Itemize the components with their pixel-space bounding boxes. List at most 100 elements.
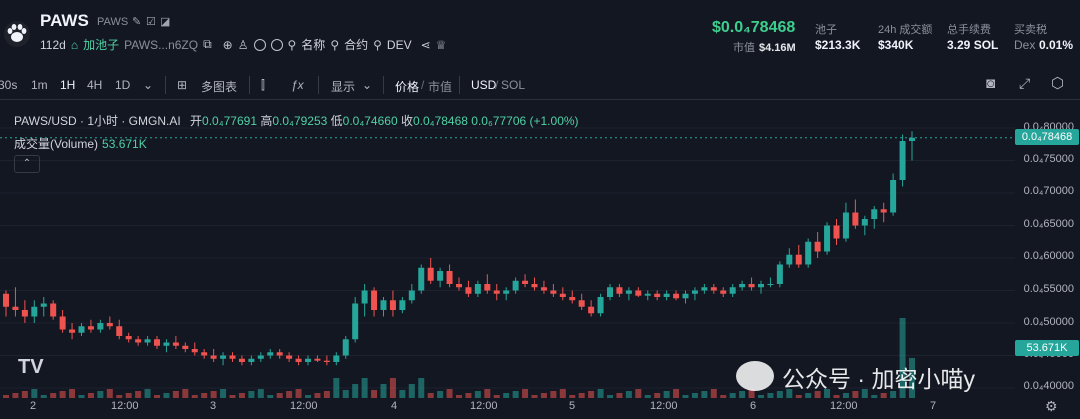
interval-1d[interactable]: 1D: [115, 78, 131, 92]
x-tick: 12:00: [830, 400, 858, 412]
list-icon[interactable]: [270, 38, 283, 51]
volume-bar: [559, 389, 566, 398]
contract-address: PAWS...n6ZQ: [124, 37, 199, 52]
volume-bar: [135, 391, 142, 398]
volume-bar: [578, 393, 585, 398]
candle-body: [276, 352, 283, 356]
search-icon-2[interactable]: ⚲: [330, 37, 340, 52]
pool-tag[interactable]: 加池子: [83, 38, 120, 52]
volume-bar: [40, 395, 47, 398]
camera-icon[interactable]: ◙: [986, 75, 996, 92]
stat-fees-label: 总手续费: [947, 24, 991, 36]
open-value: 0.0₄77691: [202, 114, 257, 128]
volume-bar: [824, 389, 831, 398]
contract-search-link[interactable]: 合约: [344, 38, 369, 52]
paw-logo-icon: [4, 21, 30, 47]
candle-body: [31, 306, 38, 317]
volume-bar: [446, 389, 453, 398]
dex-icon[interactable]: [253, 38, 266, 51]
candle-type-icon[interactable]: ⫿: [261, 78, 265, 92]
user-icon[interactable]: ♙: [237, 37, 249, 52]
candle-body: [588, 306, 595, 314]
crown-icon[interactable]: ♕: [435, 37, 447, 52]
interval-1h[interactable]: 1H: [60, 78, 76, 92]
high-label: 高: [260, 114, 273, 128]
volume-bar: [323, 391, 330, 398]
volume-bar: [861, 389, 868, 398]
volume-bar: [456, 395, 462, 398]
volume-bar: [569, 395, 576, 398]
volume-bar: [720, 395, 727, 398]
volume-bar: [106, 389, 113, 398]
volume-bar: [729, 393, 736, 398]
fullscreen-icon[interactable]: ⤢: [1019, 75, 1031, 91]
candle-body: [201, 352, 208, 356]
name-search-link[interactable]: 名称: [301, 38, 326, 52]
search-icon[interactable]: ⚲: [287, 37, 297, 52]
volume-bar: [408, 384, 415, 398]
globe-icon[interactable]: ⊕: [222, 37, 233, 52]
volume-bar: [50, 393, 57, 398]
volume-bar: [550, 391, 557, 398]
price-tag: 0.0₄78468: [1015, 129, 1079, 145]
interval-4h[interactable]: 4H: [87, 78, 103, 92]
copy-icon[interactable]: ⧉: [203, 37, 212, 51]
candle-body: [389, 300, 396, 310]
candle-body: [267, 352, 274, 356]
candlestick-chart[interactable]: [0, 100, 1015, 400]
add-chart-icon[interactable]: ⊞: [177, 78, 188, 92]
edit-icon[interactable]: ✎: [132, 16, 142, 28]
volume-bar: [87, 393, 94, 398]
candle-body: [625, 290, 632, 294]
y-tick: 0.0₄60000: [1023, 250, 1074, 262]
candle-body: [616, 287, 623, 294]
candle-body: [814, 241, 821, 252]
display-button[interactable]: 显示: [331, 80, 356, 94]
candle-body: [701, 287, 708, 291]
token-title: PAWS: [40, 11, 89, 30]
time-settings-icon[interactable]: ⚙: [1045, 398, 1058, 414]
volume-bar: [220, 389, 227, 398]
stat-pool-label: 池子: [815, 24, 837, 36]
dev-search-link[interactable]: DEV: [386, 37, 412, 52]
candle-body: [493, 290, 500, 294]
volume-bar: [163, 393, 170, 398]
volume-tag: 53.671K: [1015, 340, 1079, 356]
stat-volume-value: $340K: [878, 38, 914, 52]
volume-bar: [616, 393, 623, 398]
current-price: $0.0₄78468: [712, 19, 796, 36]
sol-toggle[interactable]: SOL: [501, 78, 526, 92]
close-label: 收: [400, 114, 413, 128]
mcap-toggle[interactable]: 市值: [428, 80, 453, 94]
candle-body: [739, 284, 746, 288]
settings-icon[interactable]: ⬡: [1051, 75, 1065, 92]
multi-chart-button[interactable]: 多图表: [201, 80, 238, 94]
price-axis[interactable]: 0.0₄80000 0.0₄75000 0.0₄70000 0.0₄65000 …: [1015, 100, 1080, 400]
candle-body: [635, 290, 642, 296]
display-chevron-icon[interactable]: ⌄: [362, 78, 373, 92]
volume-bar: [607, 395, 613, 398]
change-value: 0.0₆77706 (+1.00%): [471, 114, 579, 128]
candle-body: [465, 287, 472, 294]
y-tick: 0.0₄65000: [1023, 218, 1074, 230]
volume-bar: [795, 395, 802, 398]
twitter-icon[interactable]: ◪: [160, 16, 171, 28]
candle-body: [248, 358, 255, 362]
volume-bar: [342, 390, 349, 398]
interval-30s[interactable]: 30s: [0, 78, 18, 92]
symbol-label: PAWS/USD · 1小时 · GMGN.AI: [14, 114, 181, 128]
interval-1m[interactable]: 1m: [31, 78, 48, 92]
price-toggle[interactable]: 价格: [395, 80, 420, 94]
collapse-button[interactable]: ⌃: [14, 155, 40, 173]
volume-bar: [248, 391, 255, 398]
indicators-icon[interactable]: ƒx: [291, 78, 304, 92]
search-icon-3[interactable]: ⚲: [373, 37, 382, 52]
share-icon[interactable]: ⋖: [420, 37, 431, 52]
candle-body: [418, 267, 425, 291]
candle-body: [540, 287, 547, 291]
usd-toggle[interactable]: USD: [471, 78, 497, 92]
toolbar-divider-3: [318, 76, 319, 94]
volume-bar: [154, 395, 160, 398]
chevron-down-icon[interactable]: ⌄: [143, 78, 154, 92]
x-tick: 6: [750, 400, 757, 412]
